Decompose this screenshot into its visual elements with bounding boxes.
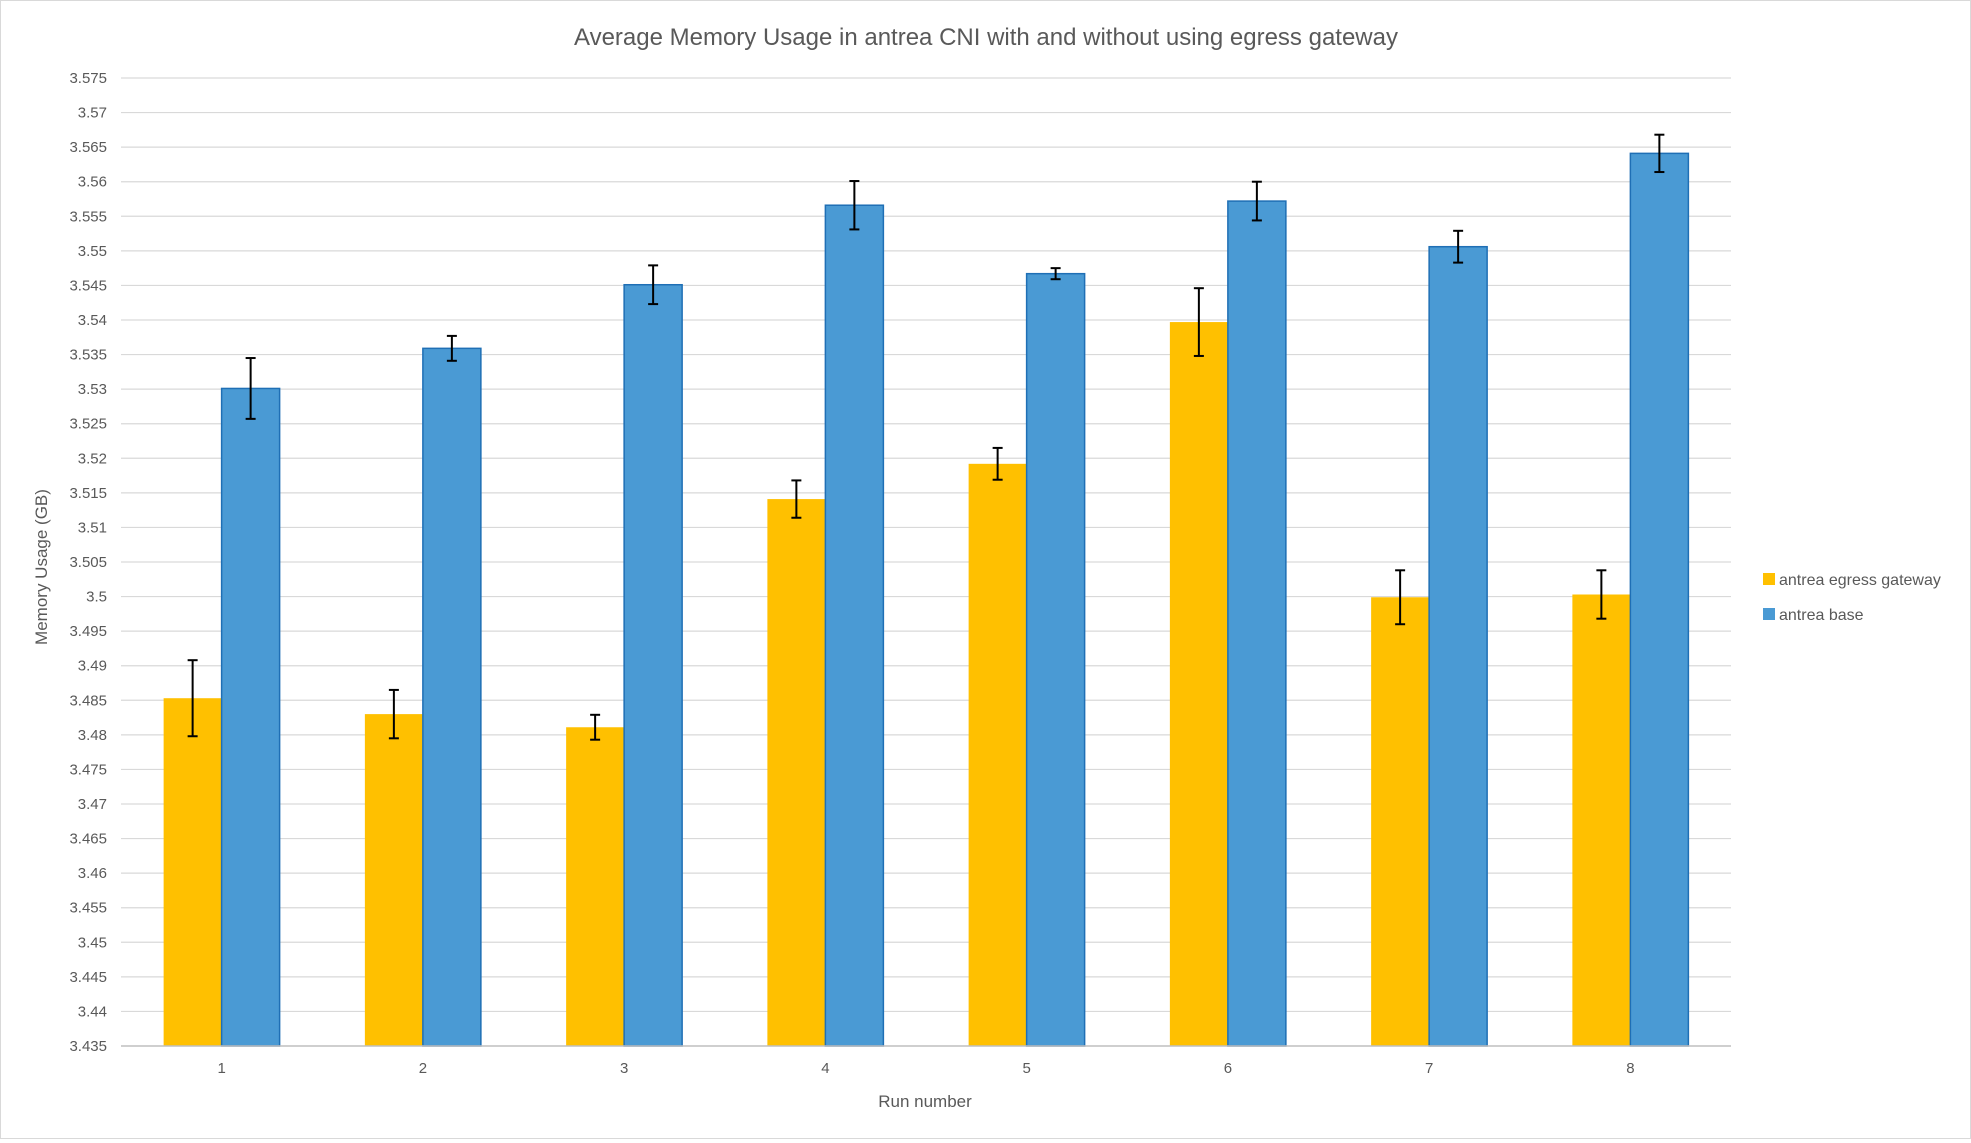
x-axis-label: Run number xyxy=(878,1092,972,1111)
error-bar xyxy=(648,264,659,306)
legend: antrea egress gateway antrea base xyxy=(1763,572,1941,624)
legend-label-egress: antrea egress gateway xyxy=(1779,572,1941,589)
error-bar xyxy=(791,479,802,519)
y-tick-label: 3.475 xyxy=(69,761,107,778)
error-bar xyxy=(1251,180,1262,222)
bar-antrea-base xyxy=(422,347,482,1047)
y-tick-label: 3.48 xyxy=(78,727,107,744)
y-tick-label: 3.46 xyxy=(78,865,107,882)
bar-egress-gateway xyxy=(1169,322,1228,1046)
bar-antrea-base xyxy=(1629,152,1690,1047)
gridlines xyxy=(121,77,1731,1013)
error-bar xyxy=(992,446,1003,481)
y-tick-label: 3.56 xyxy=(78,174,107,191)
y-tick-label: 3.575 xyxy=(69,70,107,87)
bar-egress-gateway xyxy=(968,463,1027,1046)
bar-egress-gateway xyxy=(163,698,222,1046)
x-tick-label: 5 xyxy=(1022,1060,1030,1077)
x-tick-label: 6 xyxy=(1224,1060,1232,1077)
y-tick-label: 3.505 xyxy=(69,554,107,571)
y-axis-ticks: 3.435 3.44 3.445 3.45 3.455 3.46 3.465 3.47 3.47… xyxy=(69,70,107,1055)
y-tick-label: 3.515 xyxy=(69,485,107,502)
bar-egress-gateway xyxy=(566,727,625,1046)
y-tick-label: 3.45 xyxy=(78,934,107,951)
error-bar xyxy=(388,688,399,740)
error-bar xyxy=(1395,569,1406,626)
bar-egress-gateway xyxy=(1572,594,1631,1046)
y-tick-label: 3.49 xyxy=(78,658,107,675)
y-tick-label: 3.495 xyxy=(69,623,107,640)
error-bar xyxy=(1654,133,1665,174)
y-tick-label: 3.54 xyxy=(78,312,107,329)
y-tick-label: 3.55 xyxy=(78,243,107,260)
error-bar xyxy=(1596,569,1607,620)
y-tick-label: 3.565 xyxy=(69,139,107,156)
error-bar xyxy=(187,659,198,738)
error-bar xyxy=(1453,229,1464,264)
bar-antrea-base xyxy=(623,283,683,1047)
bar-antrea-base xyxy=(1428,245,1488,1047)
bar-antrea-base xyxy=(824,204,885,1047)
error-bars xyxy=(187,133,1665,741)
y-tick-label: 3.525 xyxy=(69,416,107,433)
y-tick-label: 3.445 xyxy=(69,969,107,986)
legend-swatch-base xyxy=(1763,608,1775,620)
x-axis-ticks: 1 2 3 4 5 6 7 8 xyxy=(217,1060,1634,1077)
error-bar xyxy=(849,180,860,231)
y-tick-label: 3.53 xyxy=(78,381,107,398)
x-tick-label: 1 xyxy=(217,1060,225,1077)
y-tick-label: 3.52 xyxy=(78,450,107,467)
bar-egress-gateway xyxy=(1371,597,1430,1046)
x-tick-label: 2 xyxy=(419,1060,427,1077)
x-tick-label: 4 xyxy=(821,1060,829,1077)
y-tick-label: 3.545 xyxy=(69,277,107,294)
error-bar xyxy=(590,713,601,741)
bar-antrea-base xyxy=(1025,272,1086,1047)
bars xyxy=(163,152,1690,1047)
y-tick-label: 3.5 xyxy=(86,589,107,606)
bar-egress-gateway xyxy=(364,714,423,1046)
chart-title: Average Memory Usage in antrea CNI with … xyxy=(574,24,1398,51)
y-tick-label: 3.465 xyxy=(69,831,107,848)
y-tick-label: 3.485 xyxy=(69,692,107,709)
x-tick-label: 8 xyxy=(1626,1060,1634,1077)
legend-label-base: antrea base xyxy=(1779,607,1864,624)
x-tick-label: 3 xyxy=(620,1060,628,1077)
y-tick-label: 3.47 xyxy=(78,796,107,813)
y-tick-label: 3.455 xyxy=(69,900,107,917)
error-bar xyxy=(446,334,457,362)
error-bar xyxy=(245,357,256,420)
bar-antrea-base xyxy=(1227,200,1287,1047)
y-axis-label: Memory Usage (GB) xyxy=(32,489,51,645)
y-tick-label: 3.535 xyxy=(69,347,107,364)
x-tick-label: 7 xyxy=(1425,1060,1433,1077)
legend-entry-egress: antrea egress gateway xyxy=(1763,572,1941,589)
y-tick-label: 3.51 xyxy=(78,519,107,536)
y-tick-label: 3.435 xyxy=(69,1038,107,1055)
error-bar xyxy=(1050,267,1061,281)
legend-entry-base: antrea base xyxy=(1763,607,1864,624)
error-bar xyxy=(1193,287,1204,357)
y-tick-label: 3.44 xyxy=(78,1003,107,1020)
legend-swatch-egress xyxy=(1763,573,1775,585)
y-tick-label: 3.57 xyxy=(78,105,107,122)
y-tick-label: 3.555 xyxy=(69,208,107,225)
bar-antrea-base xyxy=(220,387,281,1047)
bar-egress-gateway xyxy=(767,499,826,1047)
